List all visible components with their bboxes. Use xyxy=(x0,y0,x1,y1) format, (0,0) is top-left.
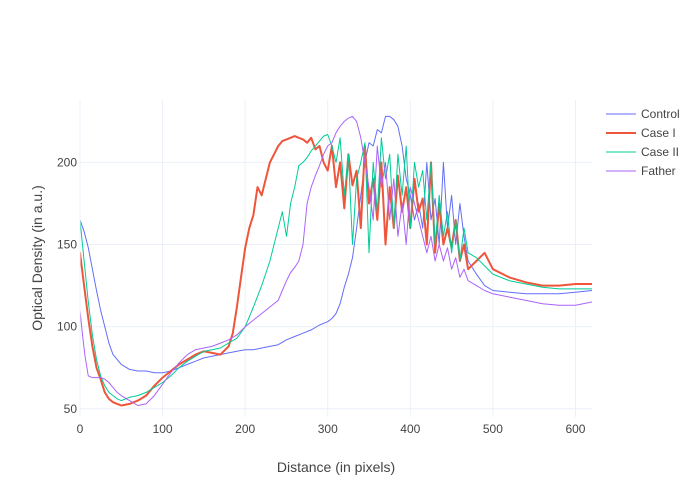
series-line-case-i xyxy=(80,135,592,407)
y-tick-label: 150 xyxy=(57,238,77,252)
series-line-case-ii xyxy=(80,134,592,402)
series-line-control xyxy=(80,115,592,374)
legend-label: Case II xyxy=(641,145,679,159)
x-tick-label: 0 xyxy=(77,422,84,436)
legend-label: Control xyxy=(641,107,680,121)
grid-lines xyxy=(79,100,592,417)
tick-labels: 0 100 200 300 400 500 600 50 100 150 200 xyxy=(57,155,586,436)
x-tick-label: 200 xyxy=(235,422,255,436)
x-tick-label: 400 xyxy=(400,422,420,436)
x-tick-label: 500 xyxy=(483,422,503,436)
x-tick-label: 300 xyxy=(318,422,338,436)
y-axis-title: Optical Density (in a.u.) xyxy=(29,185,45,331)
y-tick-label: 200 xyxy=(57,155,77,169)
legend-item-control[interactable]: Control xyxy=(606,107,680,121)
y-tick-label: 50 xyxy=(64,402,78,416)
y-tick-label: 100 xyxy=(57,320,77,334)
legend-label: Father xyxy=(641,164,676,178)
series-line-father xyxy=(80,115,592,406)
legend-item-case-ii[interactable]: Case II xyxy=(606,145,679,159)
x-tick-label: 100 xyxy=(153,422,173,436)
legend[interactable]: Control Case I Case II Father xyxy=(606,107,680,178)
x-tick-label: 600 xyxy=(565,422,585,436)
legend-label: Case I xyxy=(641,126,676,140)
series-lines xyxy=(80,115,592,407)
legend-item-father[interactable]: Father xyxy=(606,164,676,178)
legend-item-case-i[interactable]: Case I xyxy=(606,126,676,140)
x-axis-title: Distance (in pixels) xyxy=(277,459,395,475)
